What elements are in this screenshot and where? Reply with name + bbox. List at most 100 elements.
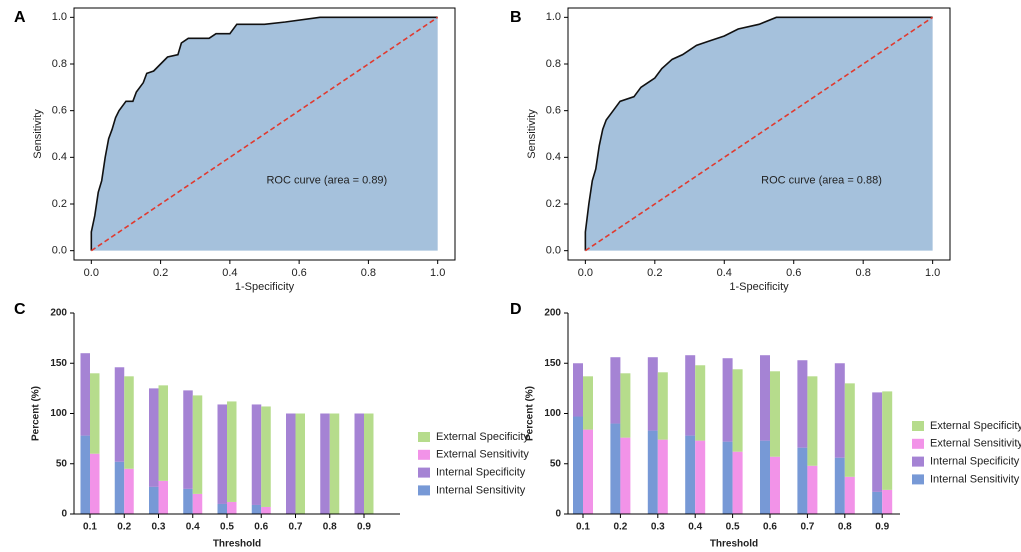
x-tick-label: 0.5: [220, 522, 234, 533]
y-tick-label: 0.0: [52, 245, 67, 257]
x-tick-label: 0.7: [800, 522, 814, 533]
bar-segment: [872, 491, 883, 514]
y-axis-label: Sensitivity: [32, 109, 44, 159]
x-tick-label: 0.6: [254, 522, 268, 533]
y-tick-label: 0.6: [546, 105, 561, 117]
legend-swatch: [418, 449, 430, 460]
y-tick-label: 0: [555, 509, 561, 520]
y-axis-label: Sensitivity: [526, 109, 538, 159]
y-tick-label: 0.8: [546, 58, 561, 70]
bar-segment: [329, 413, 340, 514]
bar-segment: [364, 413, 374, 514]
x-tick-label: 0.9: [357, 522, 371, 533]
legend-swatch: [418, 485, 430, 496]
bar-segment: [320, 413, 330, 514]
legend-swatch: [912, 474, 924, 485]
x-tick-label: 0.4: [717, 267, 732, 279]
bar-segment: [295, 413, 305, 514]
y-tick-label: 0.0: [546, 245, 561, 257]
bar-segment: [770, 371, 780, 457]
bar-segment: [183, 390, 193, 489]
x-tick-label: 0.2: [647, 267, 662, 279]
y-tick-label: 1.0: [52, 11, 67, 23]
y-axis-label: Percent (%): [525, 386, 536, 441]
x-tick-label: 0.8: [838, 522, 852, 533]
bar-segment: [647, 430, 658, 514]
bar-segment: [354, 413, 364, 514]
bar-segment: [797, 447, 808, 514]
legend-swatch: [912, 438, 924, 449]
legend-label: Internal Specificity: [930, 456, 1020, 468]
bar-segment: [657, 439, 668, 514]
bar-segment: [657, 372, 668, 440]
bar-segment: [610, 357, 621, 424]
bar-segment: [583, 376, 593, 430]
bar-segment: [844, 476, 855, 514]
y-tick-label: 150: [544, 358, 561, 369]
x-tick-label: 0.6: [786, 267, 801, 279]
bar-segment: [192, 395, 203, 494]
annotation: ROC curve (area = 0.88): [761, 175, 882, 187]
reference-line: [90, 16, 439, 252]
bar-segment: [251, 504, 262, 514]
legend-swatch: [912, 456, 924, 467]
bar-segment: [695, 440, 706, 514]
bar-segment: [647, 357, 658, 431]
x-tick-label: 0.6: [291, 267, 306, 279]
bar-segment: [770, 456, 780, 514]
bar-segment: [573, 363, 583, 417]
bar-segment: [760, 440, 770, 514]
bar-segment: [114, 461, 125, 514]
x-tick-label: 0.4: [186, 522, 200, 533]
bar-segment: [685, 355, 696, 436]
x-tick-label: 0.0: [578, 267, 593, 279]
x-tick-label: 0.3: [651, 522, 665, 533]
bar-segment: [882, 489, 893, 514]
bar-segment: [722, 358, 733, 442]
annotation: ROC curve (area = 0.89): [266, 175, 387, 187]
bar-segment: [872, 392, 883, 492]
x-tick-label: 0.2: [613, 522, 627, 533]
roc-curve: [584, 16, 933, 251]
x-tick-label: 0.6: [763, 522, 777, 533]
bar-segment: [732, 369, 743, 452]
bar-segment: [149, 388, 159, 487]
x-tick-label: 0.0: [84, 267, 99, 279]
x-axis-label: Threshold: [213, 539, 261, 550]
x-tick-label: 0.4: [688, 522, 702, 533]
roc-curve: [90, 16, 438, 251]
bar-segment: [722, 441, 733, 514]
x-tick-label: 0.5: [726, 522, 740, 533]
bar-segment: [217, 503, 227, 514]
legend-label: External Specificity: [930, 420, 1021, 432]
bar-segment: [227, 401, 237, 502]
x-tick-label: 0.8: [323, 522, 337, 533]
x-tick-label: 0.9: [875, 522, 889, 533]
legend-label: Internal Sensitivity: [930, 473, 1020, 485]
y-tick-label: 50: [56, 458, 68, 469]
y-tick-label: 200: [544, 308, 561, 319]
legend-label: External Sensitivity: [436, 449, 529, 461]
bar-segment: [251, 404, 262, 505]
legend-label: External Sensitivity: [930, 438, 1021, 450]
bar-segment: [844, 383, 855, 477]
y-tick-label: 0.2: [52, 198, 67, 210]
x-tick-label: 1.0: [430, 267, 445, 279]
y-tick-label: 0: [61, 509, 67, 520]
bar-segment: [732, 451, 743, 514]
bar-segment: [834, 363, 845, 458]
x-tick-label: 0.3: [152, 522, 166, 533]
legend-label: Internal Specificity: [436, 467, 526, 479]
plot-frame: [73, 7, 456, 261]
plot-frame: [567, 7, 951, 261]
bar-segment: [227, 501, 237, 514]
bar-segment: [124, 468, 134, 514]
x-axis-label: 1-Specificity: [729, 281, 789, 293]
reference-line: [584, 16, 934, 252]
bar-segment: [797, 360, 808, 448]
bar-segment: [807, 465, 818, 514]
x-tick-label: 0.8: [361, 267, 376, 279]
y-axis-label: Percent (%): [31, 386, 42, 441]
x-tick-label: 0.4: [222, 267, 237, 279]
legend-label: Internal Sensitivity: [436, 484, 526, 496]
